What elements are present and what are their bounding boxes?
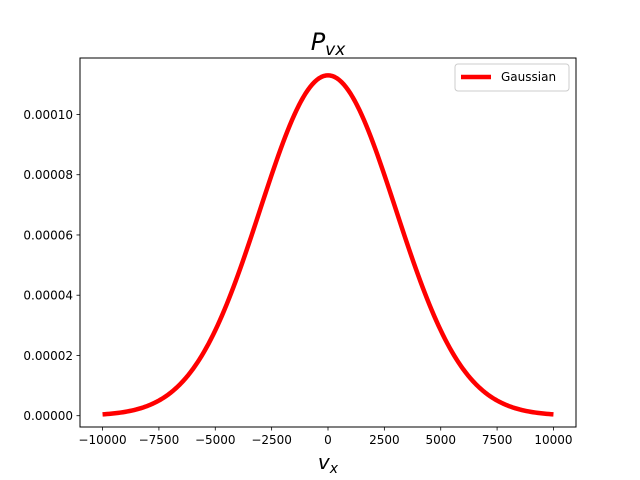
chart-title: Pvx xyxy=(311,28,347,60)
x-axis: −10000 −7500 −5000 −2500 0 2500 5000 7500 10000 xyxy=(78,427,573,447)
y-tick-label: 0.00006 xyxy=(23,228,73,242)
chart-title-sub: vx xyxy=(325,40,346,60)
chart-title-base: P xyxy=(311,28,326,56)
plot-area: −10000 −7500 −5000 −2500 0 2500 5000 7500 10000 … xyxy=(23,57,577,447)
y-tick-label: 0.00002 xyxy=(23,349,73,363)
series-line-0 xyxy=(102,73,554,417)
x-tick-label: 10000 xyxy=(534,433,572,447)
y-tick-label: 0.00008 xyxy=(23,168,73,182)
x-tick-label: 2500 xyxy=(369,433,400,447)
legend: Gaussian xyxy=(454,63,570,92)
y-tick-label: 0.00010 xyxy=(23,108,73,122)
x-tick-label: −2500 xyxy=(251,433,292,447)
x-tick-label: 0 xyxy=(324,433,332,447)
x-axis-label-base: v xyxy=(318,450,331,474)
x-tick-label: 7500 xyxy=(482,433,513,447)
x-axis-label: vx xyxy=(318,450,339,477)
x-tick-label: 5000 xyxy=(425,433,456,447)
x-axis-label-sub: x xyxy=(329,461,339,477)
x-tick-label: −5000 xyxy=(195,433,236,447)
y-axis: 0.00000 0.00002 0.00004 0.00006 0.00008 0.000… xyxy=(23,108,80,423)
y-tick-label: 0.00004 xyxy=(23,289,73,303)
x-tick-label: −10000 xyxy=(78,433,126,447)
legend-box xyxy=(454,63,570,92)
y-tick-label: 0.00000 xyxy=(23,409,73,423)
legend-label: Gaussian xyxy=(501,70,556,84)
series-layer xyxy=(102,73,554,417)
x-tick-label: −7500 xyxy=(139,433,180,447)
